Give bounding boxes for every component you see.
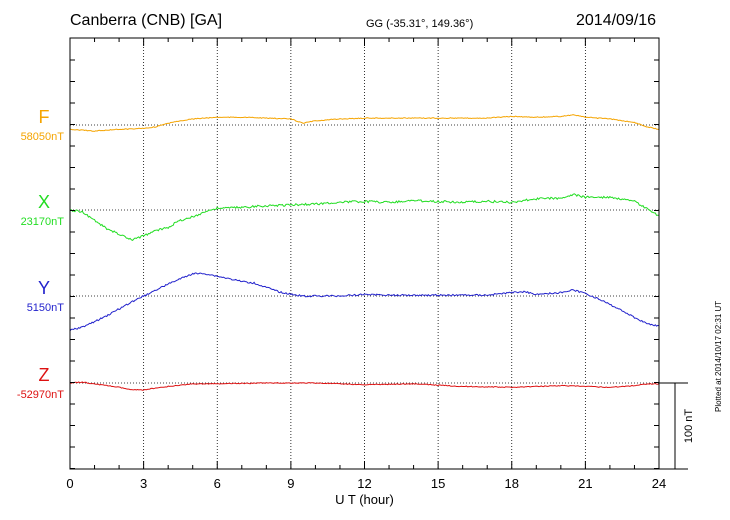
series-y-line <box>69 272 660 332</box>
scale-bar: 100 nT <box>659 382 695 470</box>
series-x-baseline-label: 23170nT <box>21 216 65 228</box>
series-x-line <box>69 193 659 242</box>
series-x-label: X <box>38 192 50 212</box>
series-lines <box>69 114 660 391</box>
x-tick-label: 21 <box>578 476 592 491</box>
station-title: Canberra (CNB) [GA] <box>70 12 223 29</box>
plotted-timestamp: Plotted at 2014/10/17 02:31 UT <box>714 300 723 412</box>
series-z-baseline-label: -52970nT <box>17 389 64 401</box>
x-tick-label: 15 <box>431 476 445 491</box>
series-y-label: Y <box>38 278 50 298</box>
x-tick-label: 24 <box>652 476 666 491</box>
baseline-lines <box>70 124 659 384</box>
x-tick-label: 0 <box>66 476 73 491</box>
date-label: 2014/09/16 <box>576 12 657 29</box>
x-tick-label: 3 <box>140 476 147 491</box>
scale-bar-label: 100 nT <box>683 409 695 444</box>
x-tick-label: 9 <box>287 476 294 491</box>
x-tick-label: 6 <box>214 476 221 491</box>
series-z-label: Z <box>39 365 50 385</box>
x-tick-label: 12 <box>357 476 371 491</box>
x-tick-label: 18 <box>505 476 519 491</box>
grid-lines <box>143 38 586 469</box>
series-f-label: F <box>39 107 50 127</box>
coordinates: GG (-35.31°, 149.36°) <box>366 18 474 30</box>
axis-labels: 0 3 6 9 12 15 18 21 24 U T (hour) F 58050nT X 23170nT… <box>17 107 666 507</box>
tick-marks <box>69 38 660 469</box>
series-z-line <box>69 381 660 391</box>
series-y-baseline-label: 5150nT <box>27 302 65 314</box>
series-f-line <box>69 114 660 132</box>
x-axis-label: U T (hour) <box>335 492 394 507</box>
series-f-baseline-label: 58050nT <box>21 131 65 143</box>
